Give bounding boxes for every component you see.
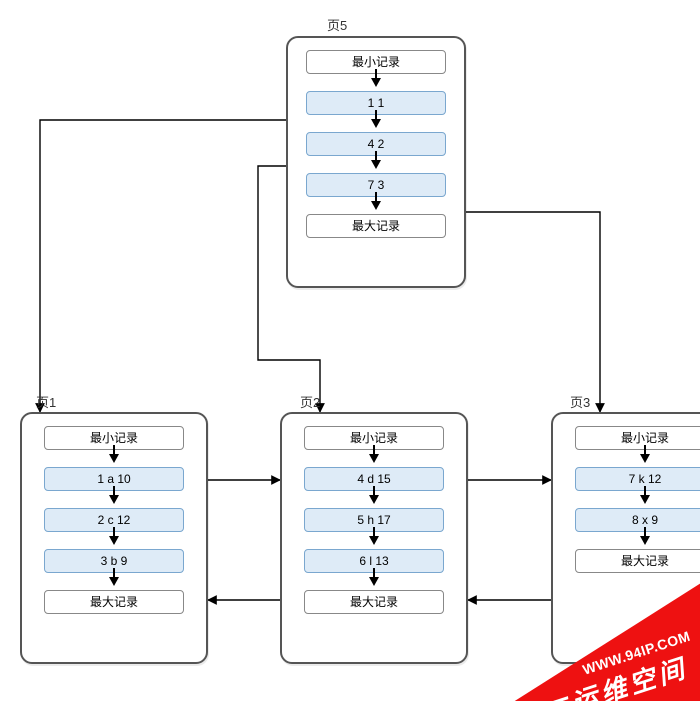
arrow-down-icon — [640, 495, 650, 504]
arrow-down-icon — [371, 119, 381, 128]
arrow-down-icon — [109, 536, 119, 545]
diagram-stage: 页5 最小记录 1 1 4 2 7 3 最大记录 页1 最小记录 1 a 10 … — [0, 0, 700, 701]
arrow-down-icon — [640, 454, 650, 463]
arrow-down-icon — [640, 536, 650, 545]
page3-box: 最小记录 7 k 12 8 x 9 最大记录 — [551, 412, 700, 664]
edge — [466, 212, 600, 412]
arrow-down-icon — [369, 495, 379, 504]
arrow-down-icon — [371, 201, 381, 210]
page3-row-max: 最大记录 — [575, 549, 700, 573]
arrow-down-icon — [109, 454, 119, 463]
page1-title: 页1 — [36, 392, 56, 411]
page5-title: 页5 — [327, 15, 347, 34]
page3-title: 页3 — [570, 392, 590, 411]
page2-box: 最小记录 4 d 15 5 h 17 6 l 13 最大记录 — [280, 412, 468, 664]
arrow-down-icon — [109, 495, 119, 504]
page3-row-1: 7 k 12 — [575, 467, 700, 491]
arrow-down-icon — [109, 577, 119, 586]
page3-row-2: 8 x 9 — [575, 508, 700, 532]
arrow-down-icon — [369, 536, 379, 545]
arrow-down-icon — [369, 577, 379, 586]
page1-box: 最小记录 1 a 10 2 c 12 3 b 9 最大记录 — [20, 412, 208, 664]
arrow-down-icon — [371, 160, 381, 169]
arrow-down-icon — [371, 78, 381, 87]
page5-box: 最小记录 1 1 4 2 7 3 最大记录 — [286, 36, 466, 288]
page5-row-max: 最大记录 — [306, 214, 446, 238]
page2-row-max: 最大记录 — [304, 590, 444, 614]
arrow-down-icon — [369, 454, 379, 463]
page2-title: 页2 — [300, 392, 320, 411]
edge — [40, 120, 286, 412]
page3-row-min: 最小记录 — [575, 426, 700, 450]
page1-row-max: 最大记录 — [44, 590, 184, 614]
